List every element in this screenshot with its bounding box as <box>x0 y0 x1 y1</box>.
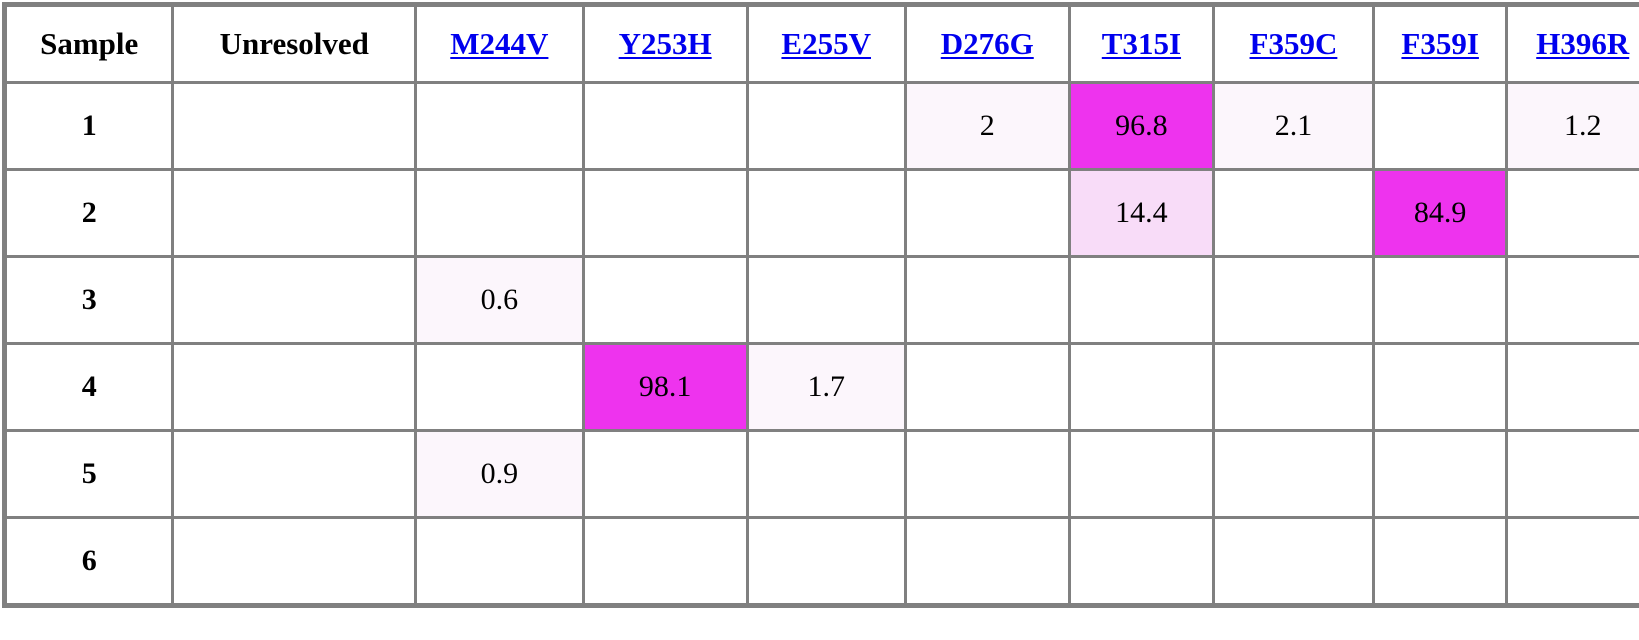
mutation-link-d276g[interactable]: D276G <box>940 26 1034 61</box>
frequency-cell <box>584 84 746 168</box>
column-header-f359c: F359C <box>1214 7 1372 81</box>
frequency-cell <box>584 171 746 255</box>
frequency-cell: 0.6 <box>417 258 582 342</box>
frequency-cell <box>1070 258 1212 342</box>
sample-number-cell: 2 <box>7 171 172 255</box>
frequency-cell: 98.1 <box>584 345 746 429</box>
mutation-link-f359c[interactable]: F359C <box>1249 26 1338 61</box>
table-row: 5 0.9 <box>7 432 1639 516</box>
frequency-cell <box>1374 84 1506 168</box>
table-row: 4 98.1 1.7 <box>7 345 1639 429</box>
frequency-cell <box>1374 258 1506 342</box>
column-header-t315i: T315I <box>1070 7 1212 81</box>
frequency-cell <box>1214 345 1372 429</box>
frequency-cell: 0.9 <box>417 432 582 516</box>
frequency-cell <box>906 432 1068 516</box>
table-row: 3 0.6 <box>7 258 1639 342</box>
frequency-cell <box>417 345 582 429</box>
column-header-unresolved: Unresolved <box>174 7 415 81</box>
frequency-cell <box>748 171 904 255</box>
frequency-cell: 84.9 <box>1374 171 1506 255</box>
frequency-cell <box>417 84 582 168</box>
mutation-link-y253h[interactable]: Y253H <box>618 26 712 61</box>
table-row: 6 <box>7 519 1639 603</box>
mutation-link-t315i[interactable]: T315I <box>1101 26 1182 61</box>
sample-number-cell: 6 <box>7 519 172 603</box>
sample-number-cell: 1 <box>7 84 172 168</box>
column-header-f359i: F359I <box>1374 7 1506 81</box>
frequency-cell <box>584 519 746 603</box>
mutation-frequency-table: Sample Unresolved M244V Y253H E255V D276G T315… <box>4 4 1639 606</box>
frequency-cell <box>1214 258 1372 342</box>
frequency-cell: 2.1 <box>1214 84 1372 168</box>
frequency-cell: 1.7 <box>748 345 904 429</box>
table-body: 1 2 96.8 2.1 1.2 2 14.4 84.9 3 0.6 4 98.1 1.7 5 0.9 6 <box>7 84 1639 603</box>
column-header-label: Sample <box>40 26 139 61</box>
frequency-cell <box>748 258 904 342</box>
column-header-d276g: D276G <box>906 7 1068 81</box>
frequency-cell <box>1214 171 1372 255</box>
frequency-cell: 14.4 <box>1070 171 1212 255</box>
frequency-cell <box>417 171 582 255</box>
frequency-cell <box>174 258 415 342</box>
frequency-cell <box>906 345 1068 429</box>
frequency-cell <box>1374 519 1506 603</box>
frequency-cell <box>174 84 415 168</box>
frequency-cell <box>174 432 415 516</box>
frequency-cell <box>1214 432 1372 516</box>
frequency-cell <box>906 519 1068 603</box>
frequency-cell <box>1508 519 1639 603</box>
frequency-cell: 1.2 <box>1508 84 1639 168</box>
frequency-cell <box>1374 345 1506 429</box>
frequency-cell <box>174 345 415 429</box>
frequency-cell <box>584 432 746 516</box>
frequency-cell <box>1374 432 1506 516</box>
frequency-cell: 2 <box>906 84 1068 168</box>
frequency-cell <box>1214 519 1372 603</box>
header-row: Sample Unresolved M244V Y253H E255V D276G T315… <box>7 7 1639 81</box>
frequency-cell <box>1508 432 1639 516</box>
frequency-cell <box>174 519 415 603</box>
column-header-label: Unresolved <box>219 26 369 61</box>
table-row: 1 2 96.8 2.1 1.2 <box>7 84 1639 168</box>
frequency-cell <box>748 519 904 603</box>
mutation-table-container: Sample Unresolved M244V Y253H E255V D276G T315… <box>2 2 1639 608</box>
sample-number-cell: 4 <box>7 345 172 429</box>
frequency-cell <box>1070 345 1212 429</box>
mutation-link-e255v[interactable]: E255V <box>781 26 871 61</box>
frequency-cell <box>417 519 582 603</box>
frequency-cell <box>1070 432 1212 516</box>
frequency-cell <box>1508 345 1639 429</box>
column-header-y253h: Y253H <box>584 7 746 81</box>
column-header-h396r: H396R <box>1508 7 1639 81</box>
table-row: 2 14.4 84.9 <box>7 171 1639 255</box>
sample-number-cell: 5 <box>7 432 172 516</box>
frequency-cell <box>906 171 1068 255</box>
column-header-m244v: M244V <box>417 7 582 81</box>
frequency-cell <box>1508 258 1639 342</box>
frequency-cell <box>584 258 746 342</box>
mutation-link-m244v[interactable]: M244V <box>450 26 549 61</box>
frequency-cell <box>1508 171 1639 255</box>
frequency-cell <box>748 432 904 516</box>
mutation-link-f359i[interactable]: F359I <box>1401 26 1479 61</box>
mutation-link-h396r[interactable]: H396R <box>1536 26 1630 61</box>
sample-number-cell: 3 <box>7 258 172 342</box>
frequency-cell <box>1070 519 1212 603</box>
frequency-cell: 96.8 <box>1070 84 1212 168</box>
frequency-cell <box>906 258 1068 342</box>
frequency-cell <box>748 84 904 168</box>
column-header-e255v: E255V <box>748 7 904 81</box>
frequency-cell <box>174 171 415 255</box>
column-header-sample: Sample <box>7 7 172 81</box>
